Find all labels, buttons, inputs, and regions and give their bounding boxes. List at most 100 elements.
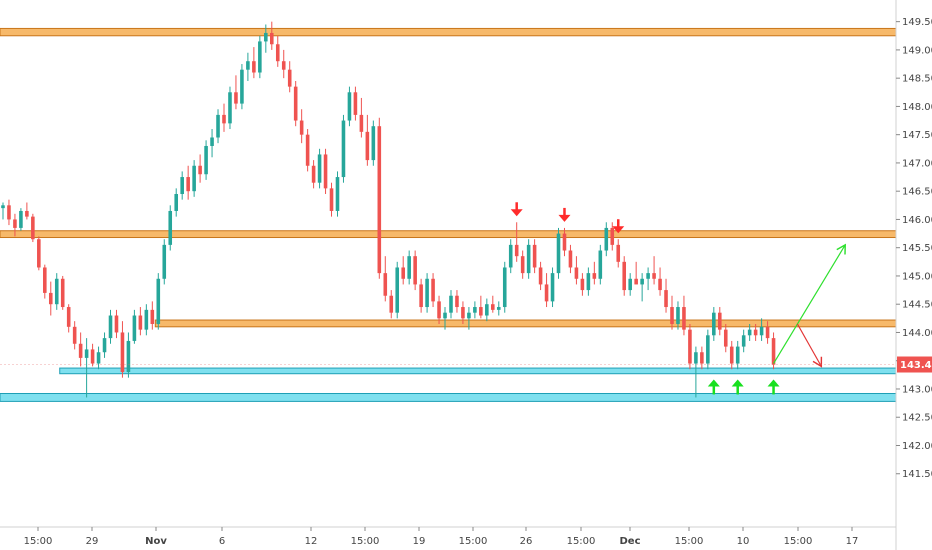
candle-body <box>287 69 292 87</box>
candle-body <box>162 244 167 279</box>
candle-body <box>759 326 764 336</box>
candle-body <box>377 126 382 274</box>
y-tick-label: 149.500 <box>902 17 932 28</box>
x-tick-label: 15:00 <box>351 536 380 547</box>
annotations-layer <box>510 202 846 395</box>
candle-body <box>371 126 376 161</box>
x-tick-label: 15:00 <box>459 536 488 547</box>
candle-body <box>329 188 334 211</box>
candle-body <box>455 295 459 308</box>
candle-body <box>222 114 226 124</box>
x-tick-label: 17 <box>846 536 859 547</box>
candle-body <box>717 312 722 330</box>
candle-body <box>1 205 5 209</box>
candle-body <box>78 343 83 358</box>
candle-body <box>275 44 280 62</box>
y-tick-label: 148.000 <box>902 102 932 113</box>
candle-body <box>467 312 471 319</box>
candle-body <box>341 120 346 178</box>
last-price-label: 143.433 <box>900 360 932 371</box>
y-axis[interactable]: 149.500 149.000 148.500 148.000 147.500 147.0… <box>895 0 932 550</box>
candle-body <box>568 250 573 268</box>
y-tick-label: 143.000 <box>902 384 932 395</box>
candle-body <box>580 278 585 291</box>
candle-body <box>401 267 405 279</box>
candle-body <box>431 278 435 302</box>
candle-body <box>413 256 417 285</box>
candle-body <box>425 278 429 308</box>
candle-body <box>90 349 95 364</box>
candle-body <box>550 273 555 302</box>
candle-body <box>120 332 125 373</box>
zone-support-4 <box>0 392 897 402</box>
y-tick-label: 145.000 <box>902 271 932 282</box>
last-price-badge-bg <box>897 356 932 373</box>
candle-body <box>25 210 29 217</box>
y-tick-label: 147.500 <box>902 130 932 141</box>
candle-body <box>562 233 567 251</box>
candle-body <box>7 205 11 220</box>
candle-body <box>449 295 453 313</box>
candles-layer <box>1 21 776 398</box>
y-tick-label: 142.000 <box>902 441 932 452</box>
y-tick-label: 142.500 <box>902 413 932 424</box>
candle-body <box>311 165 316 183</box>
candle-body <box>138 315 143 330</box>
candle-body <box>753 329 758 336</box>
candle-body <box>114 315 119 333</box>
candle-body <box>246 61 250 70</box>
candle-body <box>622 261 627 291</box>
candle-body <box>96 352 101 364</box>
sell-arrow-icon <box>558 207 571 222</box>
candle-body <box>461 307 465 319</box>
candle-body <box>281 61 286 70</box>
candle-body <box>156 278 161 324</box>
candle-body <box>407 256 411 279</box>
x-axis[interactable]: 15:00 29 Nov 6 12 15:00 19 15:00 26 15:00 Dec 15:00… <box>0 526 896 547</box>
candle-body <box>604 227 609 251</box>
candle-body <box>144 309 149 330</box>
candle-body <box>610 227 615 245</box>
candle-body <box>765 326 770 339</box>
candle-body <box>700 352 704 364</box>
candle-body <box>216 114 220 138</box>
candle-body <box>299 120 304 135</box>
candle-body <box>538 267 543 285</box>
sell-arrow-icon <box>612 219 625 234</box>
candle-body <box>48 292 53 305</box>
candle-body <box>628 278 632 291</box>
candle-body <box>502 267 507 308</box>
candle-body <box>84 349 89 358</box>
candle-body <box>676 307 680 324</box>
candle-body <box>496 307 501 310</box>
candle-body <box>443 312 447 319</box>
x-tick-label: 15:00 <box>784 536 813 547</box>
candle-body <box>485 304 489 316</box>
candle-body <box>192 165 196 192</box>
candle-body <box>174 194 179 211</box>
candle-body <box>664 290 668 308</box>
candle-body <box>598 250 603 279</box>
x-tick-label: 15:00 <box>24 536 53 547</box>
candle-body <box>712 312 716 336</box>
candle-body <box>132 315 137 341</box>
y-tick-label: 146.500 <box>902 187 932 198</box>
candle-body <box>186 177 190 192</box>
buy-arrow-icon <box>767 379 780 395</box>
candle-body <box>735 346 740 364</box>
zone-resistance-0 <box>0 27 897 37</box>
x-tick-label: Nov <box>145 536 167 547</box>
y-tick-label: 149.000 <box>902 45 932 56</box>
candle-body <box>694 352 698 364</box>
candle-body <box>592 273 597 279</box>
zone-resistance-2 <box>154 319 897 328</box>
x-tick-label: 15:00 <box>675 536 704 547</box>
candle-body <box>658 278 662 291</box>
x-tick-label: 10 <box>737 536 750 547</box>
candle-body <box>335 177 340 211</box>
candle-body <box>634 278 638 285</box>
candle-body <box>269 32 274 45</box>
x-tick-label: 29 <box>86 536 99 547</box>
candle-body <box>210 137 214 146</box>
